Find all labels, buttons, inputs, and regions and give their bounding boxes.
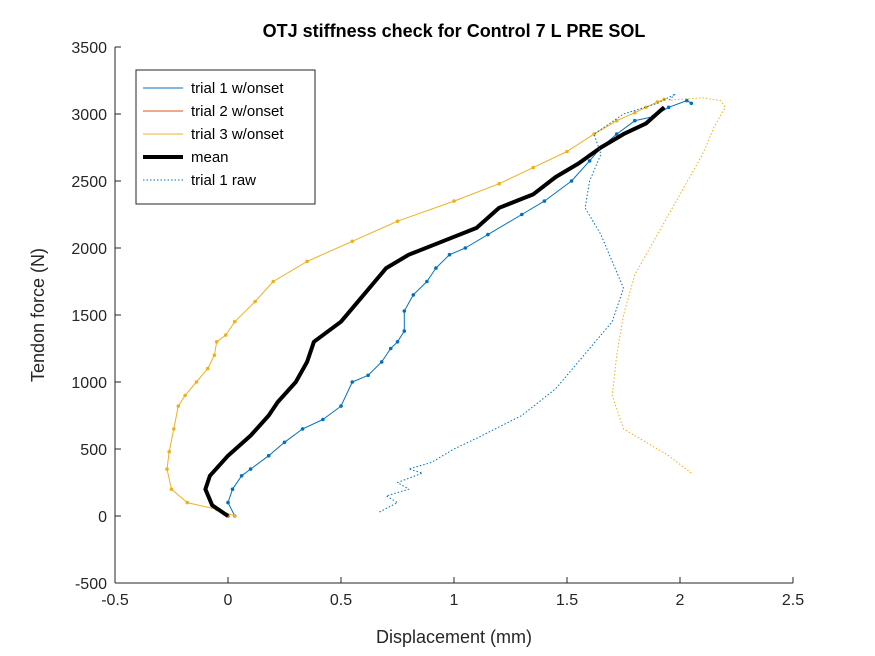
data-point — [633, 110, 637, 115]
data-point — [169, 487, 174, 492]
data-point — [233, 514, 237, 518]
y-tick-label: 2000 — [71, 241, 107, 258]
data-point — [587, 159, 592, 163]
chart-title: OTJ stiffness check for Control 7 L PRE … — [263, 21, 646, 41]
data-point — [644, 105, 648, 110]
data-point — [271, 279, 276, 284]
legend-label: trial 1 w/onset — [191, 80, 284, 97]
y-tick-label: 1500 — [71, 308, 107, 325]
data-point — [379, 360, 384, 364]
data-point — [452, 199, 456, 203]
data-point — [167, 449, 171, 454]
x-axis-title: Displacement (mm) — [376, 627, 532, 647]
data-point — [233, 319, 237, 324]
data-point — [689, 101, 694, 106]
data-point — [239, 474, 244, 478]
y-tick-label: 0 — [98, 509, 107, 526]
data-point — [486, 232, 490, 237]
x-tick-label: 1.5 — [556, 592, 578, 609]
series-line-3 — [166, 98, 665, 517]
data-point — [230, 487, 235, 492]
y-axis-title: Tendon force (N) — [28, 248, 48, 382]
data-point — [350, 239, 355, 244]
data-point — [194, 380, 199, 384]
x-tick-label: 0 — [224, 592, 233, 609]
x-tick-label: -0.5 — [101, 592, 129, 609]
data-point — [565, 149, 569, 154]
series-line-5 — [379, 93, 676, 513]
data-point — [205, 366, 210, 371]
data-point — [176, 404, 181, 408]
data-point — [300, 427, 305, 431]
data-point — [183, 393, 187, 398]
data-point — [666, 105, 671, 110]
ticks: -0.5 0 0.5 1 1.5 2 2.5 -500 0 500 1000 1500 2000 2500… — [71, 40, 804, 609]
y-tick-label: 1000 — [71, 375, 107, 392]
data-point — [214, 340, 219, 344]
y-tick-label: 3500 — [71, 40, 107, 57]
data-point — [402, 329, 407, 333]
data-point — [282, 440, 287, 445]
data-point — [223, 333, 228, 337]
data-point — [531, 165, 535, 170]
data-point — [266, 453, 271, 458]
data-point — [447, 252, 452, 257]
y-tick-label: -500 — [75, 576, 107, 593]
legend: trial 1 w/onset trial 2 w/onset trial 3 w/… — [135, 69, 316, 205]
data-point — [172, 427, 176, 431]
data-point — [463, 246, 468, 250]
data-point — [395, 219, 400, 223]
data-point — [685, 98, 689, 103]
data-point — [395, 340, 400, 344]
legend-label: mean — [191, 149, 229, 166]
data-point — [425, 279, 429, 284]
x-tick-label: 2.5 — [782, 592, 804, 609]
data-point — [350, 380, 355, 384]
data-point — [226, 500, 230, 505]
data-point — [542, 199, 547, 203]
plot-area — [165, 93, 726, 518]
data-point — [614, 132, 619, 136]
data-point — [305, 259, 309, 264]
data-point — [633, 118, 637, 123]
legend-label: trial 2 w/onset — [191, 103, 284, 120]
legend-label: trial 1 raw — [191, 172, 256, 189]
legend-label: trial 3 w/onset — [191, 126, 284, 143]
data-point — [366, 373, 370, 378]
data-point — [248, 467, 253, 471]
x-tick-label: 1 — [450, 592, 459, 609]
data-point — [165, 467, 169, 471]
series-line-4 — [203, 105, 666, 518]
data-point — [411, 293, 416, 297]
data-point — [185, 500, 190, 505]
y-tick-label: 2500 — [71, 174, 107, 191]
data-point — [253, 299, 257, 304]
legend-box — [135, 69, 316, 205]
x-tick-label: 0.5 — [330, 592, 352, 609]
data-point — [569, 179, 574, 183]
y-tick-label: 500 — [80, 442, 107, 459]
data-point — [388, 346, 393, 351]
data-point — [339, 404, 343, 408]
data-point — [321, 417, 325, 422]
data-point — [434, 266, 438, 270]
data-point — [497, 181, 502, 186]
y-tick-label: 3000 — [71, 107, 107, 124]
data-point — [212, 353, 217, 358]
x-tick-label: 2 — [676, 592, 685, 609]
data-point — [520, 212, 524, 217]
data-point — [402, 309, 407, 313]
